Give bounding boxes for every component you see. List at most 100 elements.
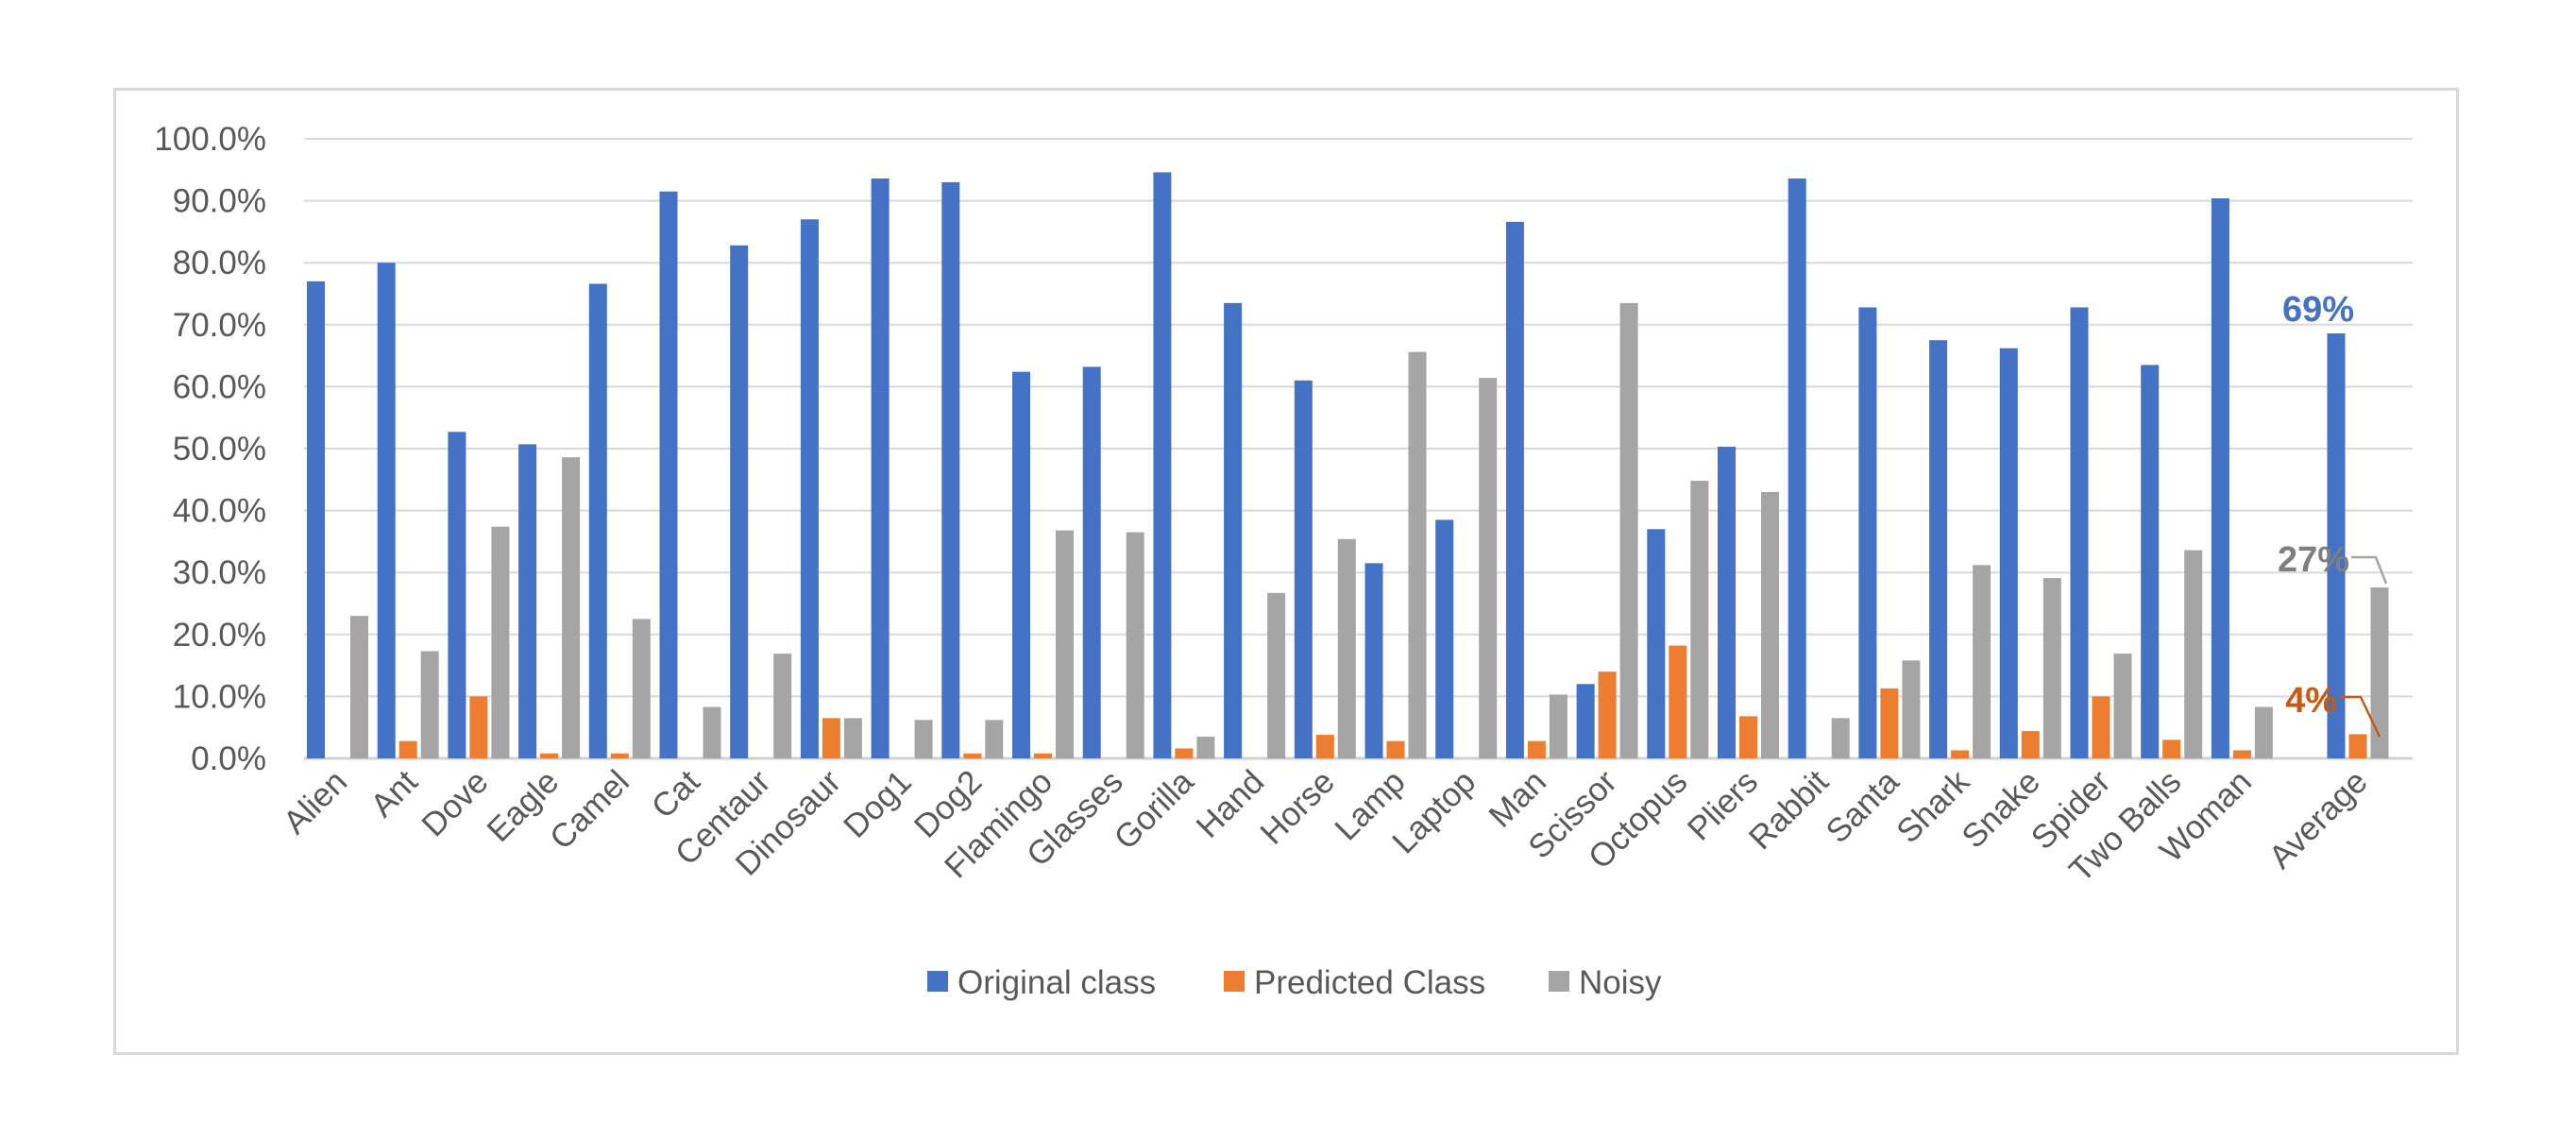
- y-tick-label: 30.0%: [173, 554, 266, 591]
- bar-original-class: [2327, 332, 2346, 758]
- bar-original-class: [1576, 684, 1595, 758]
- bar-predicted-class: [2348, 734, 2367, 758]
- bar-noisy: [1479, 378, 1498, 758]
- y-tick-label: 10.0%: [173, 678, 266, 715]
- bar-noisy: [843, 718, 862, 758]
- bar-noisy: [2254, 706, 2273, 758]
- bar-predicted-class: [822, 718, 840, 758]
- x-tick-label: Dog1: [837, 763, 919, 845]
- bar-original-class: [2211, 197, 2229, 758]
- bar-original-class: [1505, 221, 1524, 759]
- bar-noisy: [1831, 718, 1850, 758]
- annotation-label: 27%: [2278, 540, 2349, 580]
- annotation-label: 4%: [2285, 681, 2337, 721]
- gridlines: [304, 138, 2413, 760]
- bar-original-class: [1647, 529, 1666, 758]
- bar-noisy: [1973, 565, 1991, 758]
- x-tick-label: Santa: [1819, 763, 1907, 851]
- annotation-label: 69%: [2282, 290, 2354, 330]
- bar-noisy: [1056, 530, 1074, 758]
- bar-predicted-class: [2162, 740, 2181, 758]
- bar-original-class: [1012, 371, 1030, 758]
- bar-noisy: [1267, 592, 1286, 758]
- bar-noisy: [1549, 694, 1568, 758]
- legend-label: Noisy: [1579, 964, 1662, 1001]
- bar-original-class: [307, 280, 325, 758]
- bar-predicted-class: [2092, 696, 2110, 758]
- x-tick-label: Hand: [1190, 763, 1272, 845]
- legend-swatch: [927, 971, 948, 992]
- bar-original-class: [2141, 365, 2160, 758]
- bar-noisy: [1902, 660, 1921, 758]
- bar-predicted-class: [1386, 740, 1405, 758]
- bar-noisy: [2042, 578, 2061, 758]
- bar-noisy: [914, 720, 933, 758]
- x-tick-label: Dove: [415, 763, 495, 843]
- bar-noisy: [350, 616, 368, 758]
- bar-original-class: [1082, 366, 1101, 758]
- y-tick-label: 20.0%: [173, 617, 266, 654]
- bar-original-class: [377, 263, 396, 758]
- bar-predicted-class: [1598, 672, 1617, 758]
- bar-noisy: [1619, 302, 1638, 758]
- y-tick-label: 90.0%: [173, 183, 266, 220]
- bar-original-class: [800, 219, 819, 758]
- bar-original-class: [1858, 307, 1877, 758]
- bar-noisy: [703, 706, 721, 758]
- x-tick-label: Ant: [364, 763, 425, 824]
- bar-predicted-class: [469, 696, 488, 758]
- bar-predicted-class: [1669, 645, 1687, 758]
- y-tick-label: 70.0%: [173, 307, 266, 344]
- bar-predicted-class: [1527, 740, 1546, 758]
- y-tick-label: 0.0%: [191, 740, 266, 777]
- bar-original-class: [2070, 307, 2089, 758]
- bar-original-class: [1929, 340, 1948, 758]
- bar-predicted-class: [1315, 735, 1334, 758]
- bar-predicted-class: [398, 740, 417, 758]
- bar-original-class: [448, 432, 466, 758]
- bar-original-class: [871, 178, 890, 758]
- legend-swatch: [1549, 971, 1569, 992]
- bar-noisy: [2370, 586, 2389, 758]
- bar-noisy: [1761, 491, 1779, 758]
- y-axis-tick-labels: 0.0% 10.0% 20.0% 30.0% 40.0% 50.0% 60.0% 70.0% 8…: [154, 121, 266, 777]
- bar-original-class: [1294, 380, 1313, 758]
- x-tick-label: Gorilla: [1107, 763, 1200, 857]
- bar-noisy: [491, 526, 510, 758]
- bar-noisy: [562, 457, 581, 758]
- bars: [307, 172, 2389, 759]
- bar-original-class: [659, 191, 678, 758]
- bar-noisy: [2184, 550, 2203, 758]
- bar-original-class: [1788, 178, 1806, 758]
- bar-predicted-class: [1951, 750, 1970, 758]
- bar-original-class: [1224, 302, 1243, 758]
- bar-predicted-class: [540, 753, 559, 758]
- bar-predicted-class: [2232, 750, 2251, 758]
- bar-noisy: [1690, 481, 1709, 758]
- bar-noisy: [1337, 538, 1356, 758]
- legend-label: Original class: [958, 964, 1156, 1001]
- annotation-leader-line: [2351, 555, 2388, 585]
- bar-predicted-class: [1175, 748, 1194, 758]
- bar-original-class: [1364, 563, 1383, 758]
- x-tick-label: Average: [2262, 763, 2374, 876]
- x-tick-label: Rabbit: [1742, 763, 1836, 857]
- y-tick-label: 100.0%: [154, 121, 266, 158]
- legend-label: Predicted Class: [1254, 964, 1485, 1001]
- bar-original-class: [588, 283, 607, 758]
- bar-original-class: [1435, 519, 1454, 758]
- bar-noisy: [2113, 654, 2132, 758]
- bar-original-class: [1718, 447, 1736, 758]
- x-tick-label: Snake: [1955, 763, 2047, 856]
- y-tick-label: 80.0%: [173, 245, 266, 281]
- bar-noisy: [420, 651, 439, 758]
- x-tick-label: Camel: [543, 763, 636, 857]
- bar-predicted-class: [1880, 688, 1899, 758]
- bar-noisy: [1196, 737, 1215, 758]
- bar-original-class: [730, 245, 749, 758]
- data-annotations: 69% 27% 4%: [2278, 290, 2388, 738]
- bar-predicted-class: [610, 753, 629, 758]
- y-tick-label: 60.0%: [173, 368, 266, 405]
- bar-predicted-class: [2021, 731, 2040, 758]
